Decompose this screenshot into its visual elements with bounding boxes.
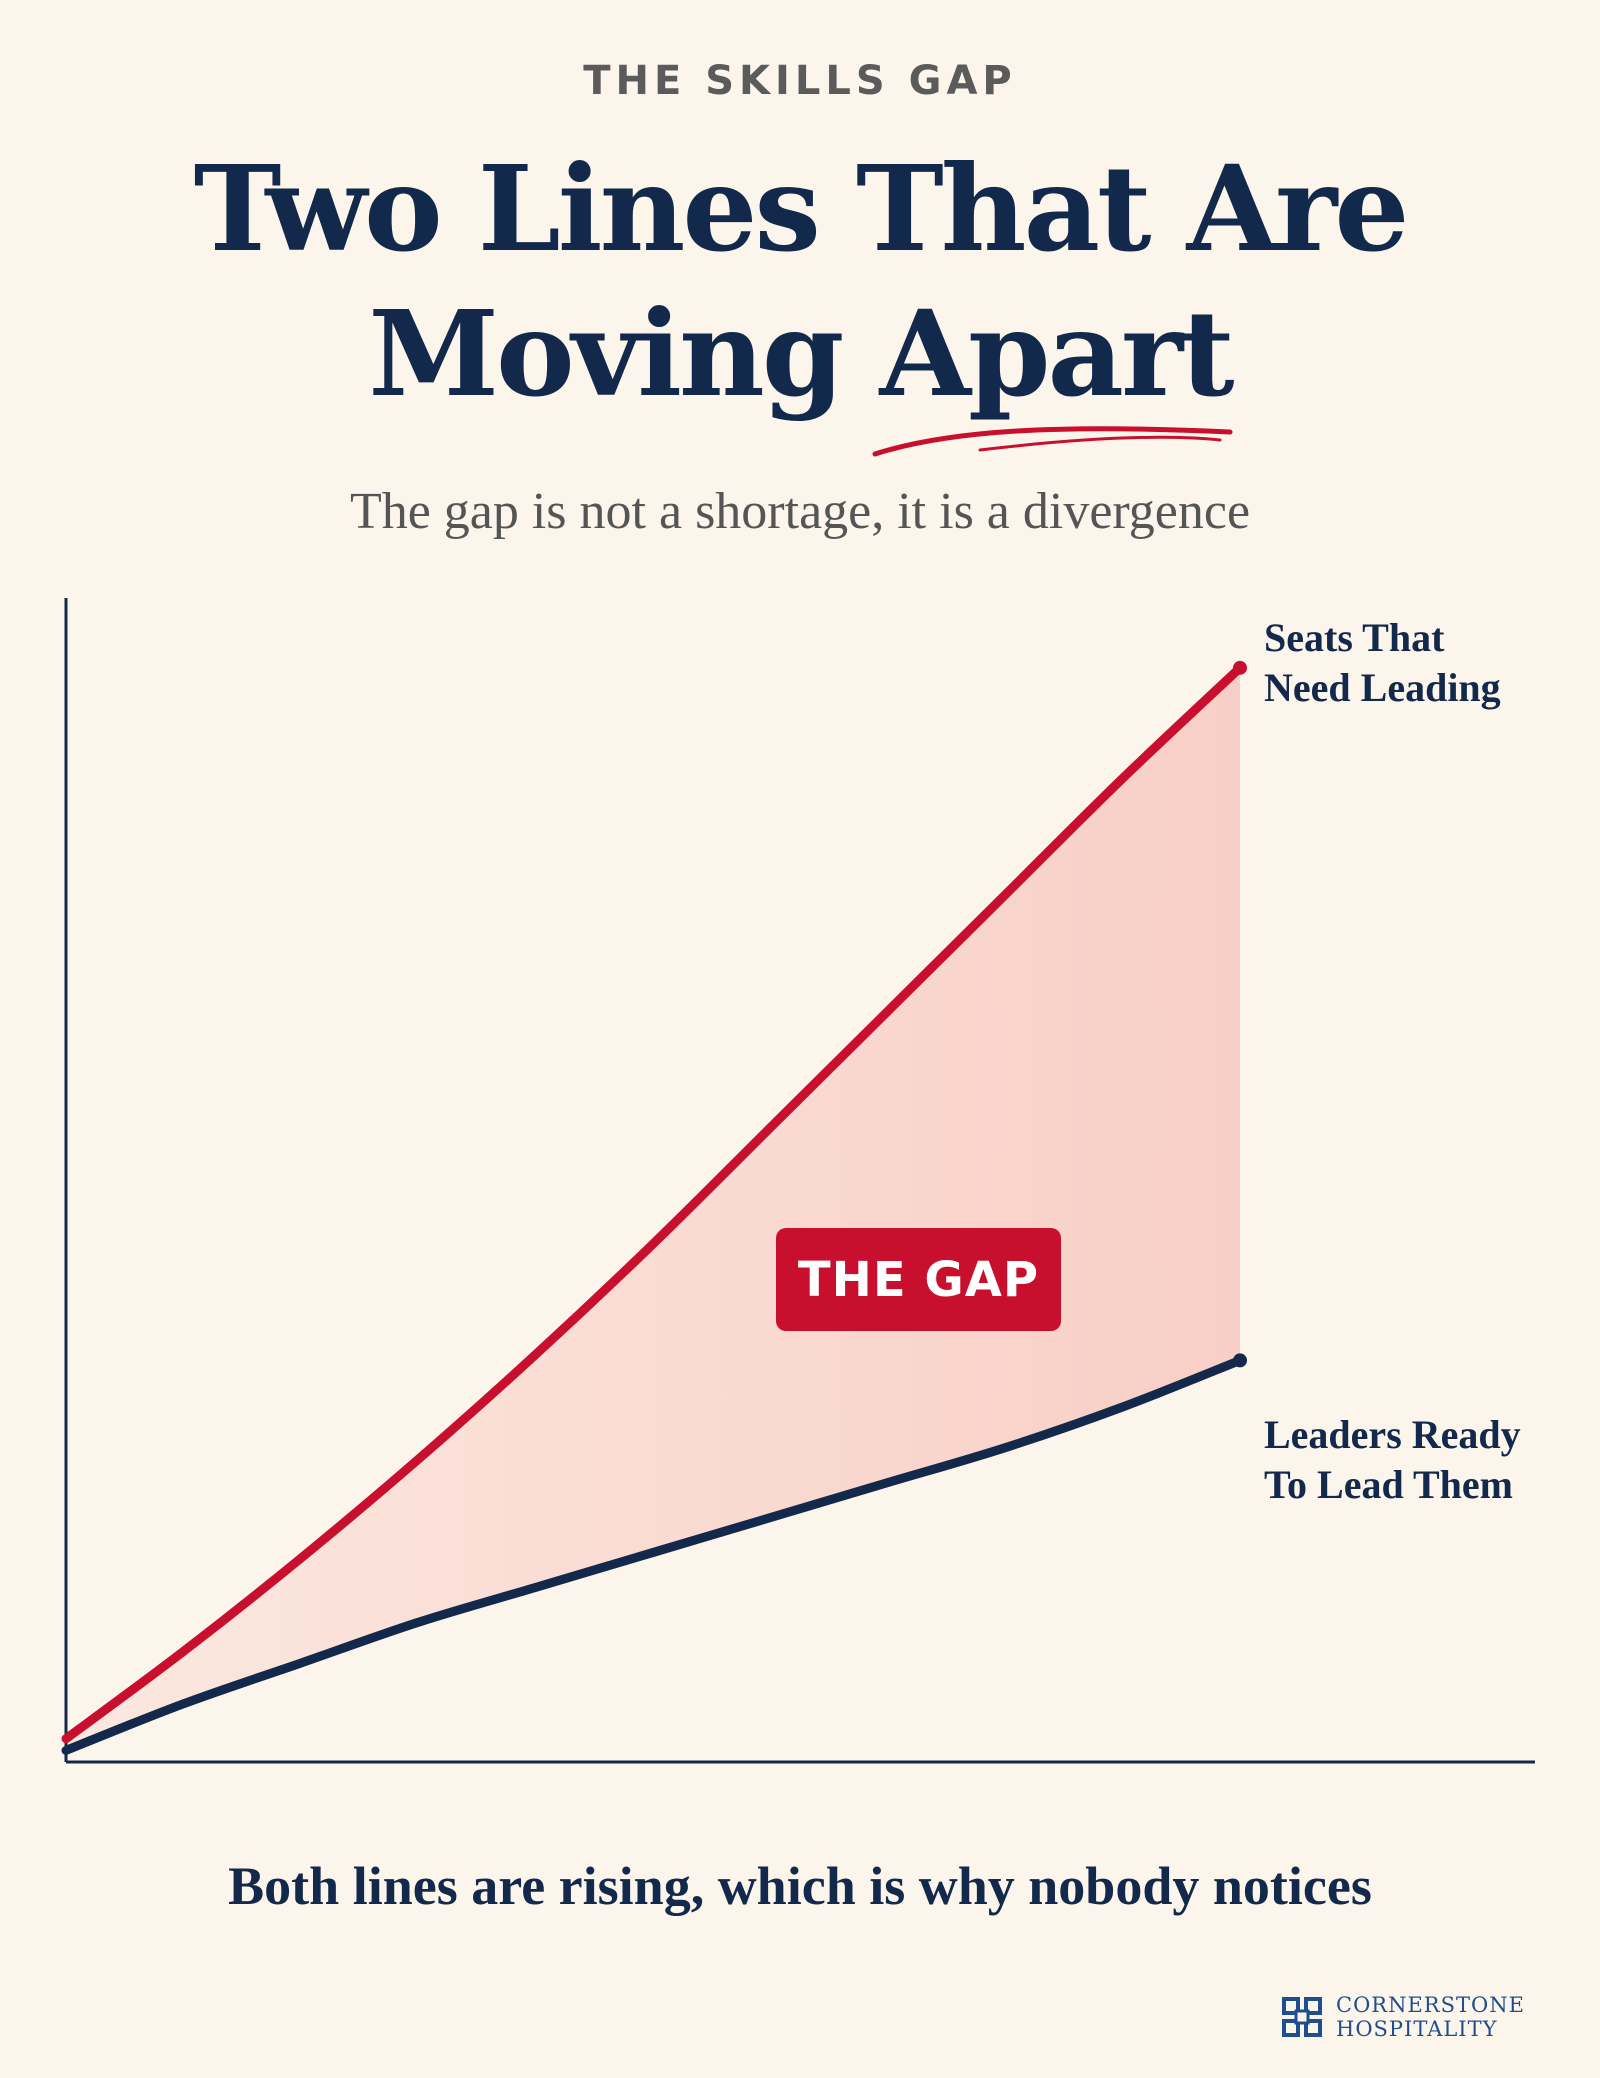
series-label-line: Leaders Ready [1264,1412,1521,1457]
brand: CORNERSTONE HOSPITALITY [1278,1993,1525,2041]
series-label-line: To Lead Them [1264,1462,1513,1507]
title-underline-swash [872,426,1233,457]
gap-badge: THE GAP [776,1228,1061,1331]
gap-area [66,667,1240,1751]
kicker: THE SKILLS GAP [583,58,1017,104]
series-line-seats-that-need-leading [61,663,1245,1744]
series-end-point-seats [1233,660,1247,675]
series-label-line: Seats That [1264,615,1445,660]
brand-name: CORNERSTONE HOSPITALITY [1336,1993,1525,2041]
brand-name-line: CORNERSTONE [1336,1993,1525,2017]
brand-name-line: HOSPITALITY [1336,2017,1498,2041]
page-title-line-2: Moving Apart [368,284,1234,423]
series-line-leaders-ready-to-lead-them [61,1355,1245,1755]
series-label-line: Need Leading [1264,665,1501,710]
cornerstone-logo-icon [1282,1997,1322,2037]
series-end-point-leaders [1233,1353,1247,1368]
page-title-line-1: Two Lines That Are [193,139,1410,278]
caption: Both lines are rising, which is why nobo… [228,1856,1372,1916]
series-label-leaders-ready-to-lead-them: Leaders Ready To Lead Them [1264,1410,1521,1510]
subtitle: The gap is not a shortage, it is a diver… [349,483,1251,540]
series-label-seats-that-need-leading: Seats That Need Leading [1264,613,1501,713]
